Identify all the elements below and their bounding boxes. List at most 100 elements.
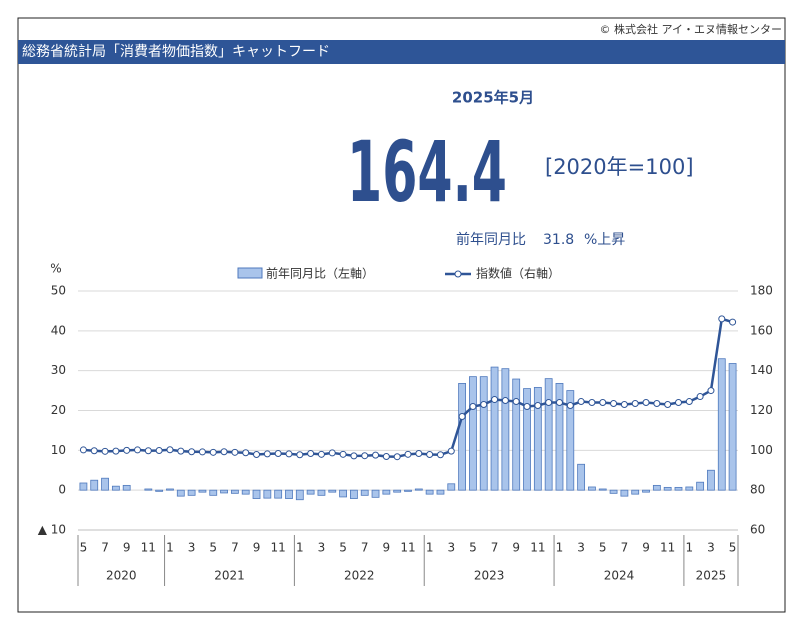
bar xyxy=(360,489,369,496)
index-marker xyxy=(436,451,444,459)
y-unit: % xyxy=(50,262,61,276)
index-marker xyxy=(90,447,98,455)
x-tick-label: 11 xyxy=(400,541,415,555)
bar xyxy=(187,489,196,496)
index-marker xyxy=(317,450,325,458)
bar xyxy=(339,489,347,498)
bar xyxy=(328,489,337,493)
index-marker xyxy=(415,450,423,458)
bar xyxy=(350,489,358,499)
bar xyxy=(404,489,412,492)
x-tick-label: 11 xyxy=(530,541,545,555)
x-tick-label: 1 xyxy=(556,541,564,555)
bar xyxy=(295,489,304,501)
bar xyxy=(371,489,380,498)
index-marker xyxy=(339,450,347,458)
index-marker xyxy=(144,447,152,455)
group-label: 2024 xyxy=(604,569,635,583)
yoy-label: 前年同月比 xyxy=(456,231,526,248)
y-tick-label: 0 xyxy=(58,483,66,497)
bar xyxy=(620,489,629,497)
bar xyxy=(317,489,326,496)
index-marker xyxy=(253,451,261,459)
x-tick-label: 7 xyxy=(361,541,369,555)
bar xyxy=(176,489,185,497)
bar xyxy=(101,477,109,491)
yoy-value: 31.8 xyxy=(543,232,574,248)
header-title: 総務省統計局「消費者物価指数」キャットフード xyxy=(22,44,330,60)
index-marker xyxy=(620,401,628,409)
index-marker xyxy=(718,315,726,323)
bar xyxy=(241,489,250,495)
legend-label: 指数値（右軸） xyxy=(476,266,560,281)
index-marker xyxy=(209,448,217,456)
bar xyxy=(382,489,391,495)
bar xyxy=(490,366,499,491)
bar xyxy=(393,489,402,493)
y2-tick-label: 60 xyxy=(750,523,765,537)
bar xyxy=(458,383,466,491)
bar xyxy=(90,479,99,491)
bar xyxy=(111,485,120,491)
bar xyxy=(414,488,423,491)
index-marker xyxy=(274,450,282,458)
group-label: 2023 xyxy=(474,569,505,583)
y2-tick-label: 120 xyxy=(750,403,773,417)
bar xyxy=(252,489,261,499)
index-marker xyxy=(729,318,737,326)
index-marker xyxy=(458,412,466,420)
bar xyxy=(685,486,694,491)
y-tick-label: 10 xyxy=(51,443,66,457)
frame xyxy=(17,17,786,613)
index-marker xyxy=(545,399,553,407)
bar xyxy=(598,488,607,491)
bar xyxy=(501,368,510,491)
bar xyxy=(79,482,88,491)
x-tick-label: 7 xyxy=(231,541,239,555)
index-marker xyxy=(307,450,315,458)
index-marker xyxy=(642,399,650,407)
bar xyxy=(609,489,618,494)
x-tick-label: 7 xyxy=(491,541,499,555)
legend-label: 前年同月比（左軸） xyxy=(266,266,374,281)
bar xyxy=(166,488,174,491)
index-marker xyxy=(491,396,499,404)
bar xyxy=(696,481,705,491)
group-label: 2022 xyxy=(344,569,375,583)
index-marker xyxy=(296,451,304,459)
header-band xyxy=(18,40,785,64)
index-marker xyxy=(285,450,293,458)
index-marker xyxy=(577,398,585,406)
index-marker xyxy=(155,447,163,455)
x-tick-label: 5 xyxy=(599,541,607,555)
index-marker xyxy=(534,402,542,410)
x-tick-label: 3 xyxy=(447,541,455,555)
x-tick-label: 11 xyxy=(141,541,156,555)
x-tick-label: 11 xyxy=(660,541,675,555)
x-tick-label: 3 xyxy=(188,541,196,555)
index-marker xyxy=(231,448,239,456)
x-tick-label: 5 xyxy=(729,541,737,555)
bar xyxy=(512,378,521,491)
index-marker xyxy=(198,448,206,456)
y-tick-label: 20 xyxy=(51,403,66,417)
y2-tick-label: 100 xyxy=(750,443,773,457)
index-marker xyxy=(610,400,618,408)
y-tick-label: 50 xyxy=(51,284,66,298)
bar xyxy=(479,376,488,491)
index-marker xyxy=(523,403,531,411)
index-marker xyxy=(404,450,412,458)
period: 2025年5月 xyxy=(452,89,534,107)
index-marker xyxy=(361,452,369,460)
bar xyxy=(577,463,586,491)
index-marker xyxy=(664,401,672,409)
index-marker xyxy=(177,447,185,455)
index-marker xyxy=(134,446,142,454)
y-tick-label: ▲ 10 xyxy=(38,523,66,537)
y2-tick-label: 80 xyxy=(750,483,765,497)
index-marker xyxy=(707,387,715,395)
bar xyxy=(209,489,218,496)
bar xyxy=(728,363,737,491)
x-tick-label: 11 xyxy=(271,541,286,555)
